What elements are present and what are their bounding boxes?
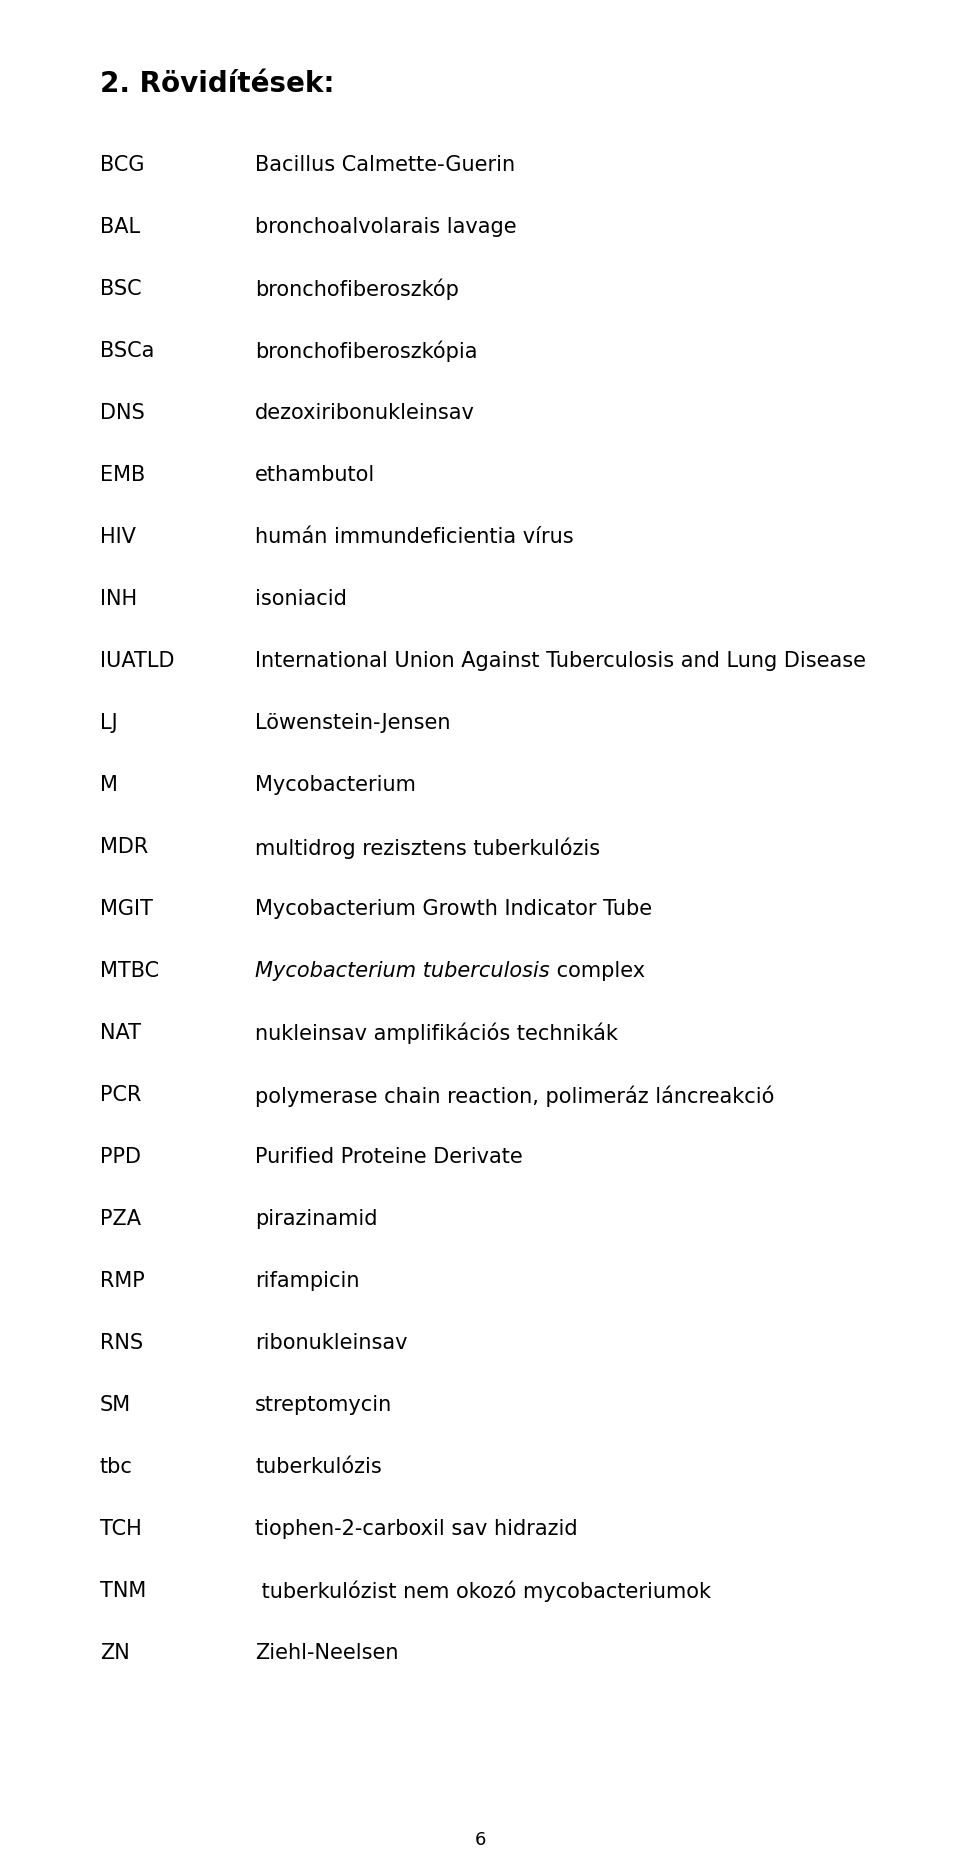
Text: streptomycin: streptomycin — [255, 1396, 393, 1415]
Text: MGIT: MGIT — [100, 899, 153, 919]
Text: polymerase chain reaction, polimeráz láncreakció: polymerase chain reaction, polimeráz lán… — [255, 1084, 775, 1107]
Text: ZN: ZN — [100, 1643, 130, 1662]
Text: PZA: PZA — [100, 1208, 141, 1229]
Text: ethambutol: ethambutol — [255, 465, 375, 486]
Text: EMB: EMB — [100, 465, 145, 486]
Text: RMP: RMP — [100, 1272, 145, 1291]
Text: Löwenstein-Jensen: Löwenstein-Jensen — [255, 713, 450, 734]
Text: PCR: PCR — [100, 1084, 141, 1105]
Text: Mycobacterium Growth Indicator Tube: Mycobacterium Growth Indicator Tube — [255, 899, 652, 919]
Text: Mycobacterium: Mycobacterium — [255, 775, 416, 795]
Text: TCH: TCH — [100, 1520, 142, 1538]
Text: International Union Against Tuberculosis and Lung Disease: International Union Against Tuberculosis… — [255, 651, 866, 672]
Text: RNS: RNS — [100, 1334, 143, 1353]
Text: BSC: BSC — [100, 280, 142, 298]
Text: isoniacid: isoniacid — [255, 589, 347, 610]
Text: nukleinsav amplifikációs technikák: nukleinsav amplifikációs technikák — [255, 1022, 618, 1045]
Text: Ziehl-Neelsen: Ziehl-Neelsen — [255, 1643, 398, 1662]
Text: MTBC: MTBC — [100, 961, 159, 981]
Text: NAT: NAT — [100, 1022, 141, 1043]
Text: BSCa: BSCa — [100, 341, 155, 360]
Text: HIV: HIV — [100, 527, 136, 548]
Text: 2. Rövidítések:: 2. Rövidítések: — [100, 69, 334, 98]
Text: SM: SM — [100, 1396, 132, 1415]
Text: BCG: BCG — [100, 156, 145, 174]
Text: bronchofiberoszkópia: bronchofiberoszkópia — [255, 341, 477, 362]
Text: rifampicin: rifampicin — [255, 1272, 359, 1291]
Text: Purified Proteine Derivate: Purified Proteine Derivate — [255, 1146, 523, 1167]
Text: tuberkulózist nem okozó mycobacteriumok: tuberkulózist nem okozó mycobacteriumok — [255, 1581, 711, 1602]
Text: LJ: LJ — [100, 713, 118, 734]
Text: PPD: PPD — [100, 1146, 141, 1167]
Text: DNS: DNS — [100, 403, 145, 422]
Text: 6: 6 — [474, 1831, 486, 1850]
Text: BAL: BAL — [100, 218, 140, 236]
Text: MDR: MDR — [100, 837, 148, 857]
Text: INH: INH — [100, 589, 137, 610]
Text: tbc: tbc — [100, 1458, 132, 1476]
Text: tuberkulózis: tuberkulózis — [255, 1458, 382, 1476]
Text: IUATLD: IUATLD — [100, 651, 175, 672]
Text: Bacillus Calmette-Guerin: Bacillus Calmette-Guerin — [255, 156, 516, 174]
Text: bronchofiberoszkóp: bronchofiberoszkóp — [255, 280, 459, 300]
Text: humán immundeficientia vírus: humán immundeficientia vírus — [255, 527, 574, 548]
Text: complex: complex — [550, 961, 645, 981]
Text: Mycobacterium tuberculosis: Mycobacterium tuberculosis — [255, 961, 550, 981]
Text: ribonukleinsav: ribonukleinsav — [255, 1334, 407, 1353]
Text: pirazinamid: pirazinamid — [255, 1208, 377, 1229]
Text: dezoxiribonukleinsav: dezoxiribonukleinsav — [255, 403, 475, 422]
Text: multidrog rezisztens tuberkulózis: multidrog rezisztens tuberkulózis — [255, 837, 600, 859]
Text: TNM: TNM — [100, 1581, 146, 1600]
Text: bronchoalvolarais lavage: bronchoalvolarais lavage — [255, 218, 516, 236]
Text: tiophen-2-carboxil sav hidrazid: tiophen-2-carboxil sav hidrazid — [255, 1520, 578, 1538]
Text: M: M — [100, 775, 118, 795]
